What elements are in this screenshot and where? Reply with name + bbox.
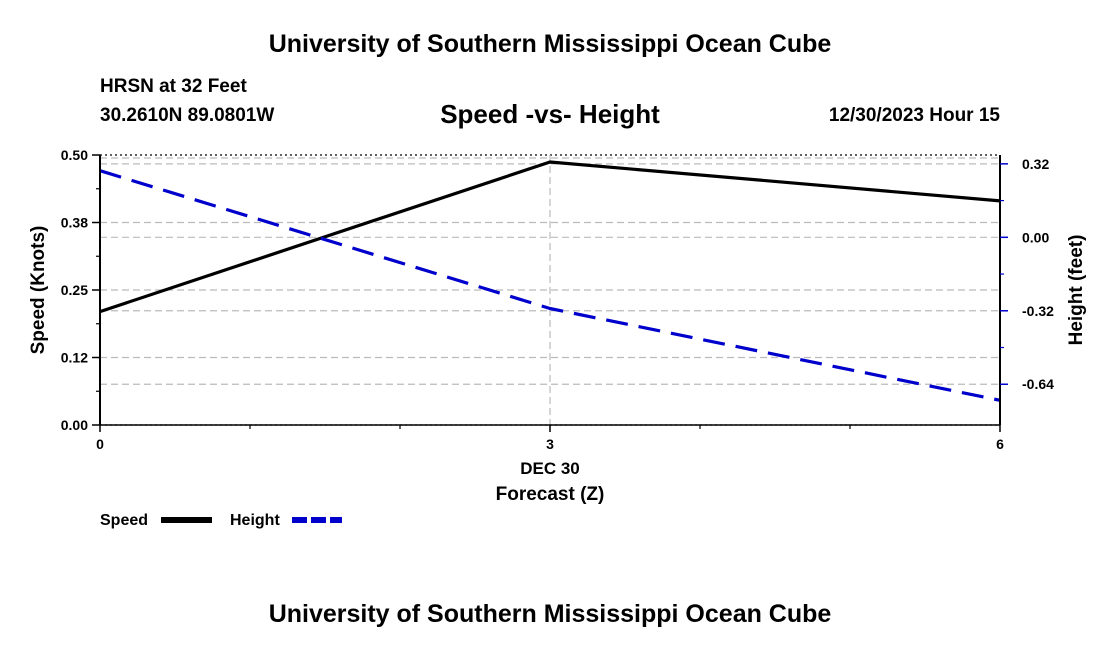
speed-height-chart: 0.00 0.12 0.25 0.38 0.50 -0.64 -0.32 0.00 0.32 0 3… [28, 147, 1087, 529]
height-tick-label: -0.64 [1022, 376, 1054, 392]
x-tick-label: 3 [546, 436, 554, 452]
footer-title: University of Southern Mississippi Ocean… [268, 600, 832, 628]
x-axis-label: Forecast (Z) [496, 484, 605, 505]
station-coordinates: 30.2610N 89.0801W [100, 105, 275, 126]
grid-layer [100, 154, 1000, 426]
height-tick-label: -0.32 [1022, 303, 1054, 319]
height-tick-label: 0.32 [1022, 156, 1049, 172]
legend-label-speed: Speed [100, 512, 148, 529]
series-layer [99, 160, 1001, 402]
series-line-speed [99, 160, 1001, 314]
station-label: HRSN at 32 Feet [100, 76, 247, 97]
x-tick-label: 6 [996, 436, 1004, 452]
legend: Speed Height [100, 512, 342, 529]
chart-title: Speed -vs- Height [440, 99, 660, 129]
x-sublabel: DEC 30 [520, 459, 580, 478]
x-tick-label: 0 [96, 436, 104, 452]
forecast-datestamp: 12/30/2023 Hour 15 [828, 105, 1000, 126]
speed-tick-label: 0.38 [61, 215, 88, 231]
y-axis-label: Speed (Knots) [28, 226, 49, 355]
axis-ticks: 0.00 0.12 0.25 0.38 0.50 -0.64 -0.32 0.00 0.32 0 3… [61, 147, 1054, 452]
y2-axis-label: Height (feet) [1066, 235, 1087, 346]
main-title: University of Southern Mississippi Ocean… [268, 30, 832, 58]
axis-labels: DEC 30 Forecast (Z) Speed (Knots) Height (f… [28, 226, 1087, 505]
series-line-height [99, 169, 1001, 402]
speed-tick-label: 0.12 [61, 350, 88, 366]
speed-tick-label: 0.00 [61, 417, 88, 433]
speed-tick-label: 0.50 [61, 147, 88, 163]
speed-tick-label: 0.25 [61, 282, 88, 298]
height-tick-label: 0.00 [1022, 229, 1049, 245]
legend-label-height: Height [230, 512, 280, 529]
